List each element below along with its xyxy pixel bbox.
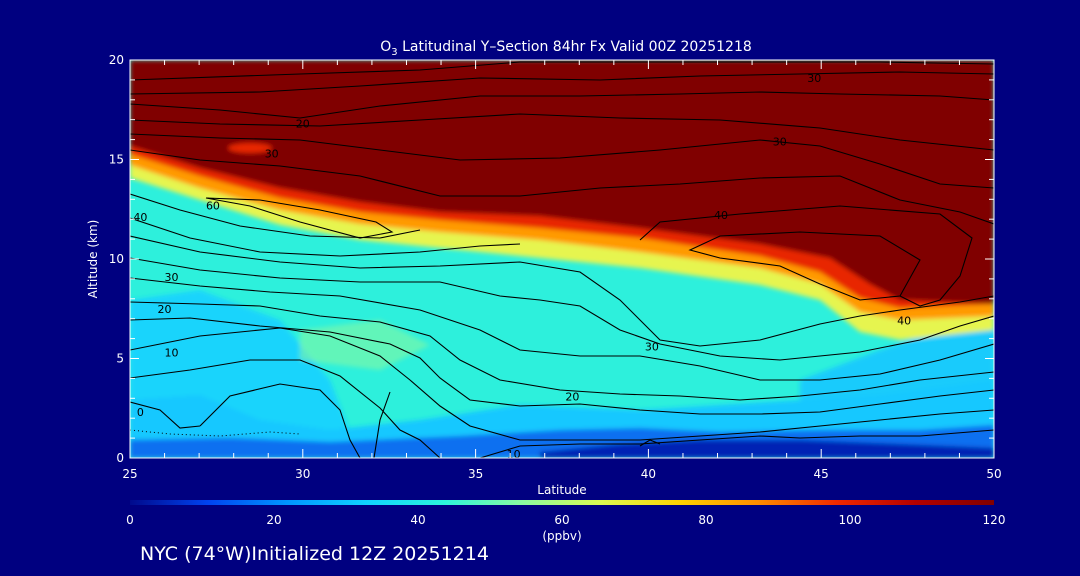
y-tick-label: 20 bbox=[109, 53, 124, 67]
contour-line bbox=[130, 301, 994, 401]
contour-line bbox=[130, 71, 994, 95]
colorbar-tick-label: 100 bbox=[839, 513, 862, 527]
contour-line bbox=[130, 133, 994, 189]
colorbar-tick-label: 40 bbox=[410, 513, 425, 527]
contour-label: 30 bbox=[807, 72, 821, 85]
contour-line bbox=[639, 205, 973, 307]
colorbar-unit-label: (ppbv) bbox=[542, 529, 581, 543]
colorbar-tick-label: 120 bbox=[983, 513, 1006, 527]
contour-line bbox=[130, 61, 994, 81]
y-axis: 0 5 10 15 20 bbox=[109, 53, 994, 465]
title-subscript: 3 bbox=[391, 47, 397, 58]
colorbar-ticks: 0 20 40 60 80 100 120 bbox=[126, 513, 1005, 527]
colorbar bbox=[130, 500, 994, 505]
field-yellow-band bbox=[130, 158, 994, 340]
contour-label: 20 bbox=[296, 118, 310, 131]
contour-label: 30 bbox=[645, 341, 659, 354]
contour-label: 10 bbox=[164, 347, 178, 360]
x-tick-label: 50 bbox=[986, 467, 1001, 481]
field-surface-dark bbox=[540, 440, 994, 458]
colorbar-tick-label: 0 bbox=[126, 513, 134, 527]
contour-label: 10 bbox=[507, 448, 521, 461]
contour-line bbox=[130, 401, 201, 429]
plot-area: 20 30 30 30 60 40 40 30 20 10 0 40 30 20 10 bbox=[130, 60, 994, 461]
contour-label: 20 bbox=[565, 390, 579, 403]
contour-line bbox=[639, 439, 661, 447]
x-tick-label: 25 bbox=[122, 467, 137, 481]
colorbar-tick-label: 60 bbox=[554, 513, 569, 527]
contour-label: 40 bbox=[133, 211, 147, 224]
contour-label: 40 bbox=[897, 315, 911, 328]
contour-label: 30 bbox=[164, 271, 178, 284]
contour-labels: 20 30 30 30 60 40 40 30 20 10 0 40 30 20 10 bbox=[133, 72, 911, 461]
field-red-band bbox=[130, 144, 994, 308]
footer-text: NYC (74°W)Initialized 12Z 20251214 bbox=[140, 543, 489, 565]
contour-label: 20 bbox=[158, 303, 172, 316]
y-tick-label: 5 bbox=[116, 352, 124, 366]
title-rest: Latitudinal Y–Section 84hr Fx Valid 00Z … bbox=[398, 39, 752, 55]
contour-label: 60 bbox=[206, 199, 220, 212]
x-tick-label: 35 bbox=[468, 467, 483, 481]
contour-line bbox=[130, 149, 994, 225]
contour-line bbox=[130, 359, 441, 458]
x-tick-label: 30 bbox=[295, 467, 310, 481]
chart-title: O3 Latitudinal Y–Section 84hr Fx Valid 0… bbox=[380, 39, 752, 58]
x-axis: 25 30 35 40 45 50 bbox=[122, 60, 1002, 481]
contour-line bbox=[130, 217, 521, 257]
x-axis-label: Latitude bbox=[537, 483, 586, 497]
field-orange-band bbox=[130, 148, 994, 320]
colorbar-tick-label: 20 bbox=[266, 513, 281, 527]
contour-line bbox=[205, 197, 394, 239]
ozone-field bbox=[130, 60, 994, 458]
contour-line bbox=[130, 193, 421, 239]
contour-label: 30 bbox=[773, 136, 787, 149]
contour-label: 40 bbox=[714, 209, 728, 222]
x-tick-label: 45 bbox=[814, 467, 829, 481]
contour-label: 30 bbox=[265, 148, 279, 161]
colorbar-tick-label: 80 bbox=[698, 513, 713, 527]
field-red-blob bbox=[228, 143, 272, 153]
contour-label: 0 bbox=[137, 406, 144, 419]
contour-line bbox=[373, 391, 391, 458]
y-tick-label: 10 bbox=[109, 252, 124, 266]
contour-line bbox=[130, 257, 994, 361]
title-species: O bbox=[380, 39, 391, 55]
field-stratosphere bbox=[130, 60, 994, 304]
y-axis-label: Altitude (km) bbox=[86, 220, 100, 299]
contour-line bbox=[130, 277, 994, 381]
y-tick-label: 15 bbox=[109, 153, 124, 167]
x-tick-label: 40 bbox=[641, 467, 656, 481]
contour-line bbox=[479, 429, 994, 458]
contour-line bbox=[130, 235, 994, 347]
contour-line bbox=[130, 91, 994, 119]
contour-lines bbox=[130, 61, 994, 458]
y-tick-label: 0 bbox=[116, 451, 124, 465]
contour-line bbox=[130, 113, 994, 151]
contour-line bbox=[130, 317, 994, 415]
contour-line bbox=[199, 383, 361, 458]
contour-line bbox=[130, 327, 994, 441]
